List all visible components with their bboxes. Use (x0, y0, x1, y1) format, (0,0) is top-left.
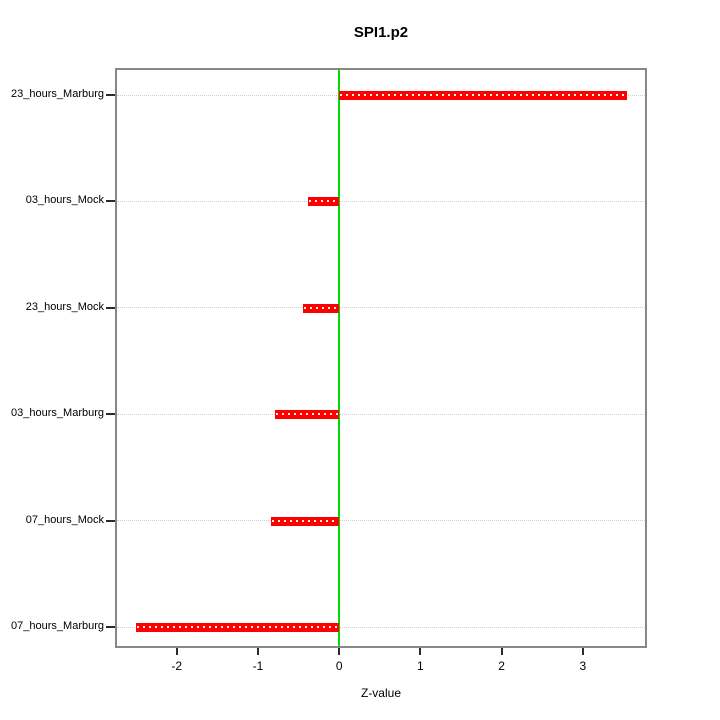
y-tick-label-23_hours_Marburg: 23_hours_Marburg (11, 88, 104, 100)
y-axis-tick (106, 519, 115, 522)
y-tick-label-03_hours_Mock: 03_hours_Mock (25, 194, 104, 207)
bar-03_hours_Marburg (275, 410, 340, 420)
x-axis-tick (175, 648, 178, 655)
gridline (117, 307, 645, 309)
x-tick-label--1: -1 (252, 659, 264, 673)
x-tick-label-3: 3 (579, 659, 587, 673)
bar-dotted-overlay (340, 94, 627, 96)
plot-area (115, 68, 647, 648)
x-axis-tick (500, 648, 503, 655)
y-tick-label-23_hours_Mock: 23_hours_Mock (25, 300, 104, 313)
chart-title: SPI1.p2 (353, 24, 409, 41)
x-tick-label-0: 0 (335, 659, 343, 673)
x-axis-tick (581, 648, 584, 655)
y-tick-label-07_hours_Mock: 07_hours_Mock (25, 513, 104, 526)
y-axis-tick (106, 413, 115, 416)
gridline (117, 200, 645, 202)
y-axis-tick (106, 306, 115, 309)
bar-dotted-overlay (276, 413, 339, 416)
bar-dotted-overlay (303, 306, 339, 309)
y-axis-tick (106, 94, 115, 96)
x-axis-tick (256, 648, 259, 655)
bar-23_hours_Marburg (339, 91, 628, 100)
gridline (117, 520, 645, 522)
zero-line (338, 70, 341, 646)
bar-07_hours_Mock (270, 516, 340, 526)
bar-03_hours_Mock (308, 197, 340, 207)
y-axis-tick (106, 200, 115, 203)
gridline (117, 413, 645, 415)
x-axis-tick (419, 648, 422, 655)
x-axis-tick (338, 648, 341, 655)
gridline (117, 626, 645, 628)
x-tick-label-2: 2 (498, 659, 505, 673)
y-tick-label-07_hours_Marburg: 07_hours_Marburg (11, 620, 104, 632)
bar-dotted-overlay (137, 626, 339, 628)
bar-dotted-overlay (309, 200, 339, 203)
bar-23_hours_Mock (302, 303, 340, 313)
bar-07_hours_Marburg (136, 623, 340, 632)
x-axis-label: Z-value (360, 686, 401, 700)
y-tick-label-03_hours_Marburg: 03_hours_Marburg (11, 407, 104, 420)
bar-dotted-overlay (271, 519, 339, 522)
x-tick-label-1: 1 (417, 659, 424, 673)
y-axis-tick (106, 626, 115, 628)
x-tick-label--2: -2 (171, 659, 183, 673)
